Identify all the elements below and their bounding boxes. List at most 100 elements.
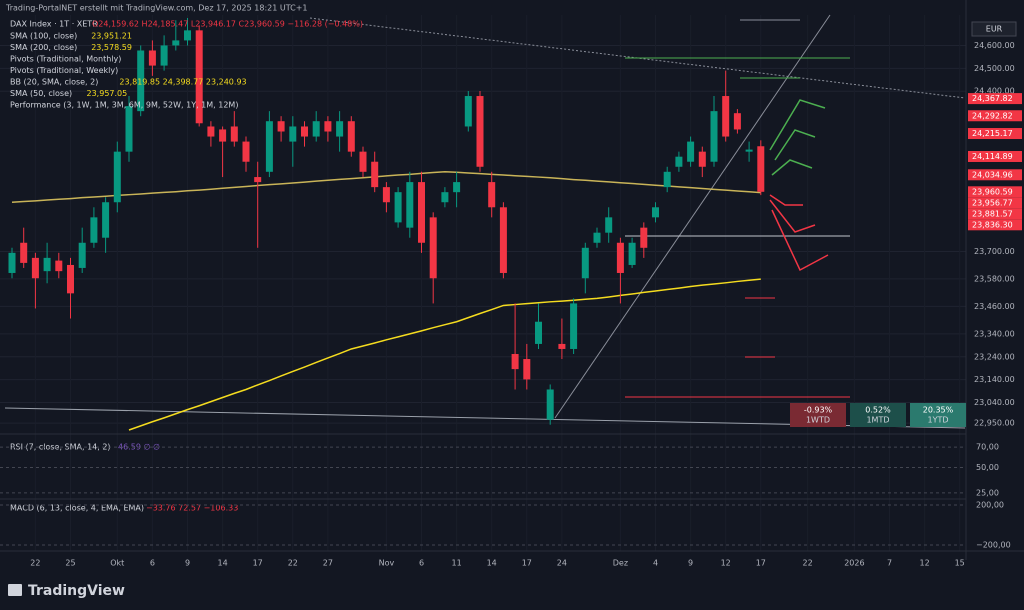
price-label-box [968, 169, 1022, 181]
legend-name: SMA (200, close) [10, 43, 77, 52]
arrows [769, 99, 829, 272]
arrow [771, 209, 829, 272]
candle-body [336, 121, 344, 137]
candle-body [476, 96, 484, 167]
y-tick-label: 23,580.00 [974, 274, 1015, 283]
performance-box [850, 403, 906, 427]
candle-body [8, 252, 16, 273]
performance-value: -0.93% [804, 406, 833, 415]
candle-body [652, 207, 659, 218]
x-tick-label: 11 [452, 559, 462, 568]
candle-body [488, 182, 496, 208]
x-tick-label: 22 [803, 559, 813, 568]
candle-body [55, 260, 63, 272]
candle-body [722, 96, 730, 137]
candle-body [102, 202, 110, 238]
candle-body [640, 227, 648, 248]
price-label: 24,367.82 [972, 94, 1013, 103]
arrow [771, 159, 813, 176]
performance-value: 20.35% [923, 406, 954, 415]
candle-body [31, 257, 39, 279]
candle-body [113, 151, 121, 203]
x-tick-label: 15 [955, 559, 965, 568]
x-tick-label: 17 [253, 559, 263, 568]
currency: EUR [986, 25, 1003, 34]
currency-box [971, 21, 1017, 37]
y-tick-label: 24,600.00 [974, 41, 1015, 50]
x-tick-label: 2026 [844, 559, 864, 568]
x-tick-label: 25 [65, 559, 75, 568]
price-label: 23,881.57 [972, 209, 1013, 218]
arrow [769, 199, 816, 233]
candle-body [698, 151, 706, 167]
candle-body [347, 121, 355, 152]
performance-period: 1WTD [806, 416, 830, 425]
candle-body [160, 45, 168, 66]
legend-name: Pivots (Traditional, Weekly) [10, 66, 118, 75]
x-tick-label: 14 [487, 559, 497, 568]
ohlc: O24,159.62 H24,185.47 L23,946.17 C23,960… [92, 20, 363, 29]
sma-line [128, 278, 761, 431]
arrow [774, 129, 816, 161]
arrow [769, 99, 826, 151]
candle-body [558, 343, 566, 349]
legend-name: SMA (50, close) [10, 89, 72, 98]
candle-body [90, 217, 98, 243]
candle-body [125, 106, 133, 152]
candle-body [289, 126, 297, 142]
candle-body [499, 207, 507, 273]
macd-title: MACD (6, 13, close, 4, EMA, EMA) [10, 504, 144, 513]
price-label-box [968, 208, 1022, 220]
candle-body [453, 182, 461, 193]
candle-body [254, 177, 262, 183]
candle-body [441, 192, 449, 203]
candle-body [207, 126, 215, 137]
candle-body [219, 129, 227, 142]
y-tick-label: 23,460.00 [974, 302, 1015, 311]
candle-body [687, 141, 695, 162]
candle-body [464, 96, 472, 127]
price-label-box [968, 150, 1022, 162]
candle-body [546, 389, 554, 420]
x-tick-label: Nov [379, 559, 395, 568]
logo: TradingView [8, 583, 125, 599]
performance-period: 1YTD [927, 416, 948, 425]
candle-body [67, 264, 74, 294]
pane-tick-label: 25,00 [976, 488, 999, 497]
candle-body [535, 321, 542, 344]
price-label-box [968, 197, 1022, 209]
candle-body [394, 192, 402, 223]
x-tick-label: 7 [887, 559, 892, 568]
sma-line [11, 171, 761, 203]
candle-body [301, 126, 308, 137]
macd-values: −33.76 72.57 −106.33 [146, 504, 238, 513]
performance-box [910, 403, 966, 427]
y-tick-label: 23,140.00 [974, 375, 1015, 384]
price-label-box [968, 110, 1022, 122]
price-label: 24,292.82 [972, 111, 1013, 120]
pane-tick-label: −200,00 [976, 541, 1011, 550]
legend-name: Performance (3, 1W, 1M, 3M, 6M, 9M, 52W,… [10, 101, 238, 110]
candle-body [184, 30, 191, 41]
x-tick-label: 6 [419, 559, 424, 568]
x-tick-label: 9 [185, 559, 190, 568]
y-tick-label: 23,340.00 [974, 329, 1015, 338]
x-tick-label: 14 [218, 559, 228, 568]
x-tick-label: 6 [150, 559, 155, 568]
candle-body [406, 182, 414, 228]
x-tick-label: 12 [721, 559, 731, 568]
price-label: 24,215.17 [972, 129, 1013, 138]
candle-body [265, 121, 273, 172]
candle-body [43, 257, 51, 272]
candle-body [616, 242, 624, 273]
candle-body [359, 151, 367, 172]
x-tick-label: Dez [613, 559, 628, 568]
legend-name: Pivots (Traditional, Monthly) [10, 55, 121, 64]
y-tick-label: 24,500.00 [974, 64, 1015, 73]
candle-body [195, 30, 203, 124]
candle-body [230, 126, 238, 142]
y-tick-label: 23,040.00 [974, 398, 1015, 407]
performance-value: 0.52% [865, 406, 891, 415]
arrow [769, 194, 803, 206]
candle-body [628, 242, 636, 265]
